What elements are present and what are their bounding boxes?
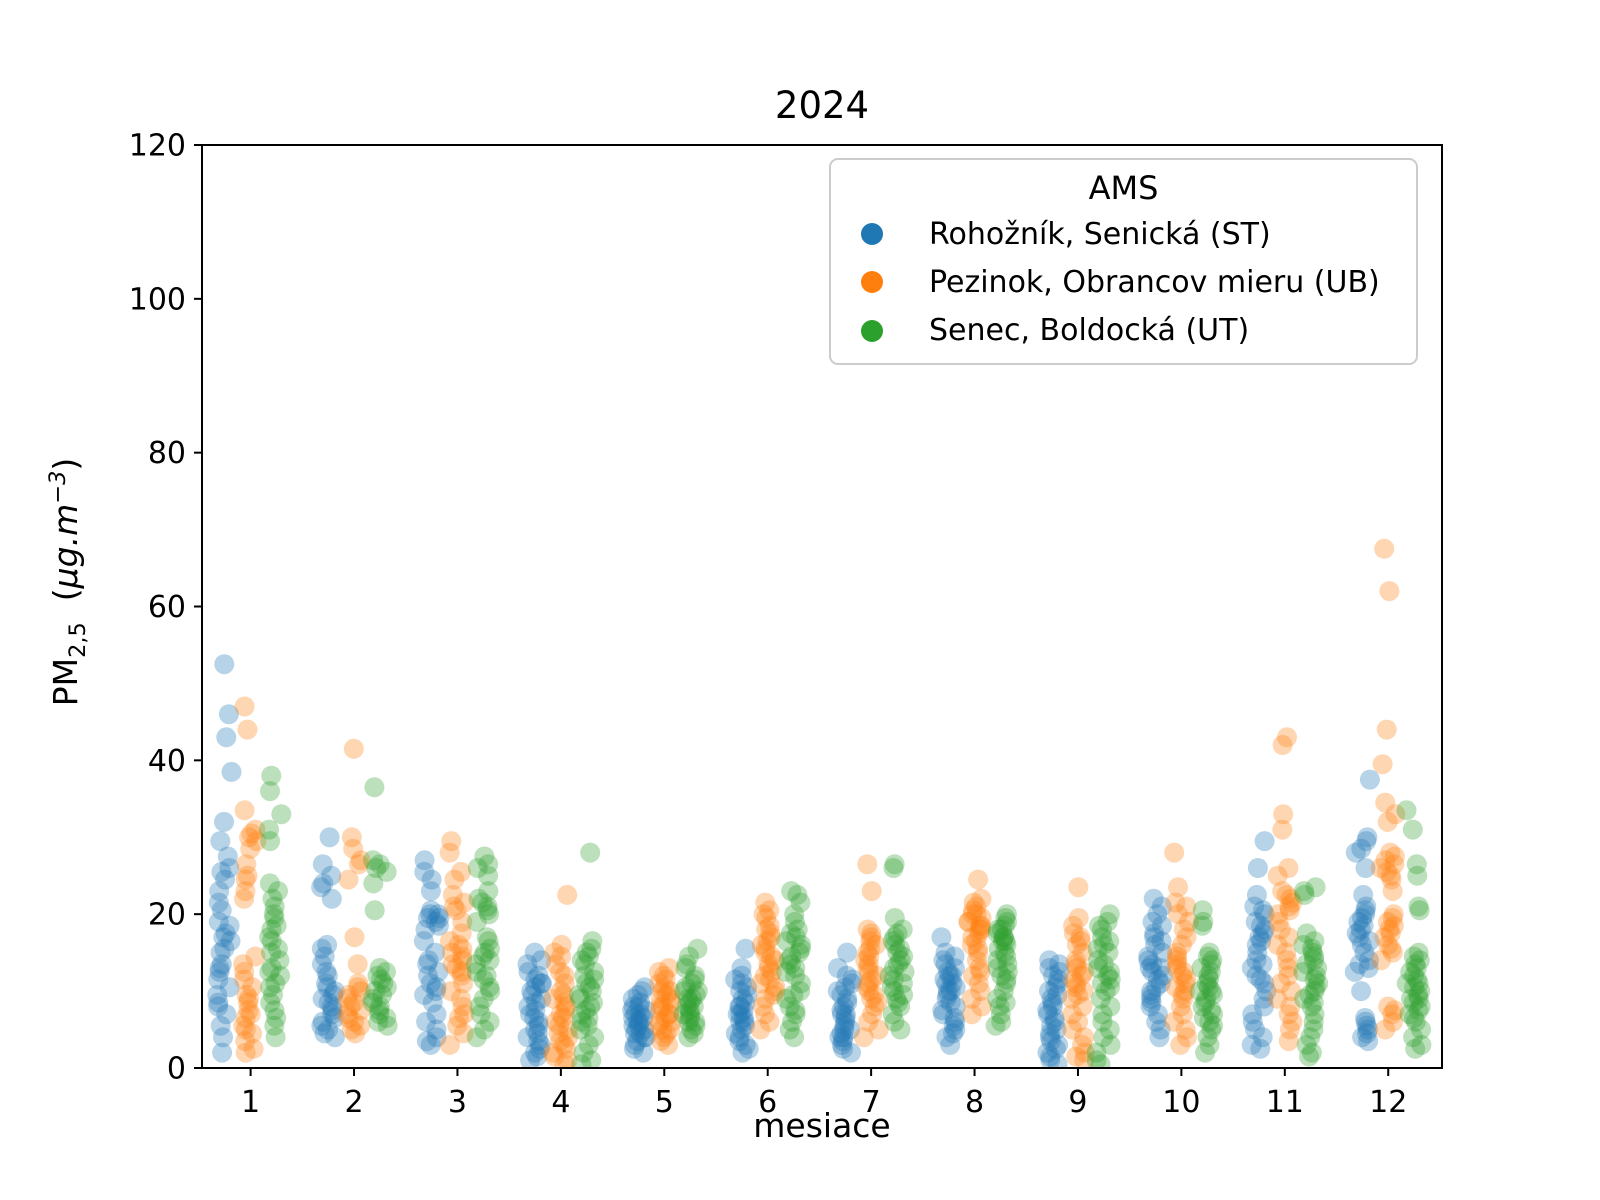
legend-title: AMS	[1088, 169, 1159, 207]
y-label-superscript: −3	[45, 470, 72, 504]
x-tick-label: 3	[448, 1085, 467, 1120]
legend-marker-rohoznik-icon	[861, 223, 883, 246]
x-tick-label: 10	[1162, 1085, 1200, 1120]
legend-item-ut: Senec, Boldocká (UT)	[831, 307, 1416, 355]
series-2	[259, 765, 1432, 1068]
y-tick-label: 40	[148, 744, 186, 779]
y-tick-label: 100	[129, 282, 186, 317]
data-points	[207, 538, 1432, 1068]
y-label-unit: µg.m	[46, 503, 86, 589]
legend: AMS Rohožník, Senická (ST) Pezinok, Obra…	[829, 158, 1418, 365]
legend-label-senec: Senec, Boldocká (UT)	[929, 313, 1250, 349]
x-tick-label: 2	[344, 1085, 363, 1120]
legend-item-ub: Pezinok, Obrancov mieru (UB)	[831, 258, 1416, 306]
y-tick-label: 60	[148, 590, 186, 625]
y-label-close: )	[46, 457, 86, 471]
y-tick-label: 0	[167, 1052, 186, 1087]
x-tick-label: 4	[551, 1085, 570, 1120]
plot-border	[201, 144, 1443, 1069]
x-tick-label: 1	[241, 1085, 260, 1120]
chart-title: 2024	[774, 84, 870, 127]
legend-label-pezinok: Pezinok, Obrancov mieru (UB)	[929, 264, 1380, 300]
y-label-base: PM	[46, 657, 86, 707]
x-tick-label: 7	[862, 1085, 881, 1120]
y-tick-label: 120	[129, 129, 186, 164]
x-tick-label: 8	[965, 1085, 984, 1120]
x-tick-label: 9	[1068, 1085, 1087, 1120]
x-axis-ticks: 1 2 3 4 5 6 7 8 9 10 11 12	[241, 1068, 1407, 1120]
y-axis-ticks: 0 20 40 60 80 100 120	[129, 129, 202, 1087]
x-tick-label: 11	[1266, 1085, 1304, 1120]
series-1	[233, 538, 1406, 1068]
y-label-subscript: 2,5	[64, 622, 91, 658]
legend-marker-senec-icon	[861, 319, 883, 342]
y-label-open: (	[46, 588, 86, 623]
x-tick-label: 6	[758, 1085, 777, 1120]
legend-marker-pezinok-icon	[861, 271, 883, 294]
x-tick-label: 5	[655, 1085, 674, 1120]
y-tick-label: 80	[148, 436, 186, 471]
y-axis-label: PM2,5 (µg.m−3)	[45, 458, 91, 706]
x-tick-label: 12	[1369, 1085, 1407, 1120]
y-tick-label: 20	[148, 898, 186, 933]
legend-label-rohoznik: Rohožník, Senická (ST)	[929, 216, 1271, 252]
series-0	[207, 654, 1380, 1068]
x-axis-label: mesiace	[753, 1106, 891, 1145]
legend-item-st: Rohožník, Senická (ST)	[831, 210, 1416, 258]
